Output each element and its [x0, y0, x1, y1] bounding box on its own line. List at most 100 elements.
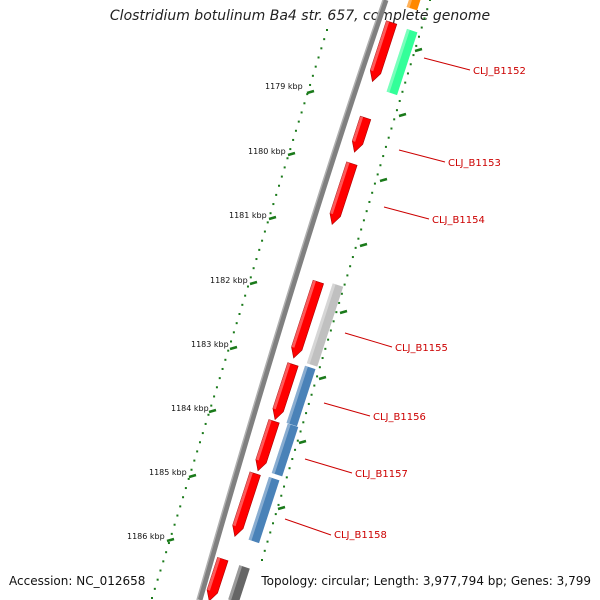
- gene-arrow-CLJ_B1154: [329, 161, 358, 226]
- inner-scale-dot: [285, 476, 288, 479]
- scale-dot: [235, 322, 238, 325]
- scale-dot: [244, 294, 247, 297]
- scale-dot: [269, 212, 272, 215]
- scale-dot: [261, 239, 264, 242]
- kbp-scale-label: 1179 kbp: [265, 82, 303, 91]
- gene-arrow-CLJ_B1153: [351, 115, 372, 153]
- scale-dot: [187, 477, 190, 480]
- feature-bar-CLJ_B1158-shine: [248, 476, 272, 541]
- kbp-scale-label: 1185 kbp: [149, 468, 187, 477]
- scale-dot: [297, 120, 300, 123]
- inner-scale-dot: [415, 44, 418, 47]
- inner-scale-dot: [266, 540, 269, 543]
- inner-scale-dot: [307, 402, 310, 405]
- inner-scale-dot: [269, 531, 272, 534]
- scale-dot: [201, 432, 204, 435]
- inner-scale-dot: [401, 90, 404, 93]
- inner-scale-dot: [417, 35, 420, 38]
- inner-major-tick: [359, 242, 368, 248]
- kbp-major-tick: [208, 408, 217, 414]
- scale-dot: [215, 386, 218, 389]
- inner-scale-dot: [310, 393, 313, 396]
- feature-bar-CLJ_B1158: [248, 476, 280, 544]
- inner-scale-dot: [305, 412, 308, 415]
- inner-major-tick: [277, 505, 286, 511]
- inner-scale-dot: [354, 246, 357, 249]
- scale-dot: [232, 331, 235, 334]
- scale-dot: [204, 422, 207, 425]
- inner-scale-dot: [351, 256, 354, 259]
- inner-scale-dot: [288, 467, 291, 470]
- scale-dot: [179, 505, 182, 508]
- scale-dot: [167, 542, 170, 545]
- scale-dot: [227, 349, 230, 352]
- inner-scale-dot: [387, 136, 390, 139]
- inner-scale-dot: [318, 366, 321, 369]
- inner-scale-dot: [274, 513, 277, 516]
- inner-major-tick: [414, 47, 423, 53]
- gene-arrow-CLJ_B1155: [291, 279, 324, 359]
- gene-arrow-CLJ_B1158-shape: [232, 471, 261, 537]
- scale-dot: [306, 93, 309, 96]
- inner-scale-dot: [316, 375, 319, 378]
- feature-bar-CLJ_B1156: [286, 365, 316, 427]
- kbp-scale-label: 1181 kbp: [229, 211, 267, 220]
- gene-arrow-CLJ_B1153-shape: [351, 115, 372, 153]
- inner-scale-dot: [426, 8, 429, 11]
- kbp-scale-label: 1184 kbp: [171, 404, 209, 413]
- feature-bar-CLJ_B1155-shine: [306, 283, 336, 365]
- inner-scale-dot: [420, 26, 423, 29]
- inner-major-tick: [339, 309, 348, 315]
- gene-arrow-extra-shape: [206, 556, 229, 600]
- scale-dot: [151, 597, 153, 599]
- inner-scale-dot: [423, 17, 426, 20]
- feature-bar-orange-shine: [406, 0, 414, 8]
- gene-arrow-CLJ_B1156-shape: [272, 362, 299, 421]
- scale-dot: [213, 395, 216, 398]
- inner-major-tick: [298, 439, 307, 445]
- gene-arrow-CLJ_B1156-shine: [272, 362, 291, 410]
- topology-text: Topology: circular; Length: 3,977,794 bp…: [261, 574, 591, 588]
- inner-scale-dot: [343, 283, 346, 286]
- feature-bar-darkgray-shape: [228, 565, 250, 600]
- accession-text: Accession: NC_012658: [9, 574, 146, 588]
- inner-scale-dot: [291, 458, 294, 461]
- kbp-scale-label: 1183 kbp: [191, 340, 229, 349]
- inner-scale-dot: [294, 448, 297, 451]
- scale-dot: [173, 523, 176, 526]
- inner-scale-dot: [335, 311, 338, 314]
- feature-bar-CLJ_B1152-shine: [386, 28, 410, 93]
- gene-label-line: [398, 149, 446, 163]
- inner-scale-dot: [296, 439, 299, 442]
- gene-arrow-CLJ_B1154-shape: [329, 161, 358, 226]
- inner-scale-dot: [376, 173, 379, 176]
- gene-label-line: [344, 332, 393, 348]
- gene-arrow-CLJ_B1153-shine: [352, 116, 364, 142]
- scale-dot: [311, 74, 314, 77]
- inner-scale-dot: [277, 503, 280, 506]
- inner-scale-dot: [390, 127, 393, 130]
- kbp-major-tick: [268, 215, 277, 221]
- inner-scale-dot: [299, 430, 302, 433]
- scale-dot: [278, 184, 281, 187]
- kbp-scale-label: 1182 kbp: [210, 276, 248, 285]
- gene-arrow-CLJ_B1156: [272, 362, 299, 421]
- scale-dot: [294, 129, 297, 132]
- gene-arrow-CLJ_B1157-shape: [255, 419, 280, 472]
- inner-scale-dot: [327, 338, 330, 341]
- inner-scale-dot: [412, 54, 415, 57]
- feature-bar-CLJ_B1156-shape: [286, 365, 316, 427]
- gene-label-line: [383, 206, 430, 220]
- gene-label-CLJ_B1152: CLJ_B1152: [473, 66, 526, 77]
- inner-scale-dot: [360, 228, 363, 231]
- scale-dot: [184, 487, 187, 490]
- map-title: Clostridium botulinum Ba4 str. 657, comp…: [109, 8, 491, 24]
- feature-bar-CLJ_B1152: [386, 28, 418, 96]
- gene-label-line: [323, 402, 371, 417]
- scale-dot: [198, 441, 201, 444]
- inner-scale-dot: [404, 81, 407, 84]
- inner-scale-dot: [349, 265, 352, 268]
- scale-dot: [283, 166, 286, 169]
- inner-scale-dot: [393, 118, 396, 121]
